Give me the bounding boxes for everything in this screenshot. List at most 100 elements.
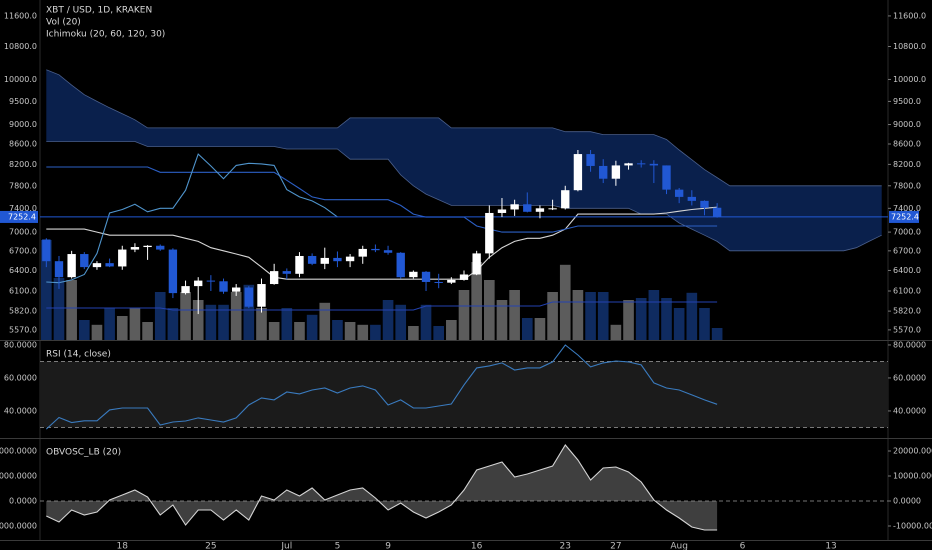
candle-body (130, 247, 140, 250)
volume-bar (243, 284, 255, 340)
volume-bar (673, 308, 685, 340)
candle-body (586, 154, 595, 166)
candle-body (358, 248, 367, 257)
volume-bar (572, 290, 584, 340)
volume-bar (509, 290, 520, 340)
y-tick-label-left: -10000.0000 (0, 522, 37, 531)
volume-bar (306, 314, 318, 340)
y-tick-label-right: 7000.0 (893, 228, 921, 237)
volume-bar (547, 292, 558, 340)
cloud-lower-edge (46, 141, 882, 252)
volume-bar (483, 280, 495, 340)
y-tick-label-left: 9000.0 (9, 120, 37, 129)
y-tick-label-right: 7800.0 (893, 181, 921, 190)
legend: XBT / USD, 1D, KRAKEN Vol (20) Ichimoku … (46, 6, 165, 458)
candle-body (497, 209, 507, 213)
candle-body (421, 271, 431, 282)
y-tick-label-left: 7800.0 (9, 181, 37, 190)
obv-line (46, 444, 718, 531)
y-tick-label-right: 60.0000 (893, 373, 926, 382)
candle-body (67, 254, 76, 278)
y-tick-label-left: 6100.0 (9, 286, 37, 295)
rsi-line (45, 344, 718, 430)
y-tick-label-left: 40.0000 (4, 406, 37, 415)
volume-bar (256, 308, 267, 340)
y-tick-label-left: 8600.0 (9, 139, 37, 148)
y-tick-label-right: 7400.0 (893, 204, 921, 213)
volume-bar (294, 322, 305, 340)
volume-bar (458, 290, 470, 340)
candle-body (674, 189, 684, 197)
obv-title: OBVOSC_LB (20) (46, 448, 121, 458)
indicator-label: Vol (20) (46, 18, 81, 28)
volume-bar (433, 326, 445, 340)
candle-body (295, 255, 304, 274)
base-line (46, 206, 718, 280)
y-tick-label-right: 9500.0 (893, 97, 921, 106)
candle-body (561, 190, 570, 209)
y-tick-label-right: 0.0000 (893, 497, 921, 506)
candle-body (168, 249, 178, 294)
volume-bar (446, 320, 457, 340)
y-tick-label-left: 8200.0 (9, 160, 37, 169)
candle-body (320, 257, 329, 264)
candle-body (611, 165, 621, 179)
indicator-label: Ichimoku (20, 60, 120, 30) (46, 30, 165, 40)
y-tick-label-left: 5570.0 (9, 325, 37, 334)
y-tick-label-right: 80.0000 (893, 340, 926, 349)
candle-body (459, 274, 469, 280)
lagging-span (46, 153, 338, 284)
volume-bar (218, 304, 229, 340)
candle-body (624, 163, 633, 166)
y-tick-label-right: 8600.0 (893, 139, 921, 148)
candle-body (333, 257, 342, 262)
x-tick-label: 6 (740, 542, 746, 550)
candle-body (510, 204, 519, 210)
candle-body (269, 271, 279, 285)
y-tick-label-left: 6400.0 (9, 266, 37, 275)
candle-body (92, 263, 102, 268)
y-tick-label-left: 10000.0000 (0, 472, 37, 481)
volume-bar (471, 262, 482, 340)
volume-bar (623, 300, 634, 340)
y-tick-label-left: 7000.0 (9, 228, 37, 237)
candle-body (447, 279, 456, 283)
y-tick-label-right: 5570.0 (893, 325, 921, 334)
y-tick-label-right: 10000.0000 (893, 472, 932, 481)
y-tick-label-right: 5820.0 (893, 307, 921, 316)
volume-bar (711, 328, 723, 340)
volume-bar (319, 302, 331, 340)
plot-layer: 5570.0 5570.0 5820.0 5820.0 6100.0 6100.0 6400… (0, 11, 932, 550)
volume-bar (167, 308, 179, 340)
y-tick-label-right: 8200.0 (893, 160, 921, 169)
volume-bar (597, 292, 609, 340)
x-tick-label: 5 (335, 542, 341, 550)
volume-bar (382, 300, 394, 340)
conversion-line (46, 166, 718, 233)
y-tick-label-left: 80.0000 (4, 340, 37, 349)
candle-body (409, 271, 418, 278)
candle-body (282, 271, 291, 274)
volume-bar (180, 292, 191, 340)
y-tick-label-right: 10000.0 (893, 75, 926, 84)
candle-body (156, 245, 165, 250)
x-tick-label: 27 (610, 542, 621, 550)
volume-bar (230, 292, 242, 340)
x-tick-label: 23 (560, 542, 571, 550)
last-price-box (889, 210, 919, 223)
y-tick-label-right: 6700.0 (893, 246, 921, 255)
candle-body (194, 280, 203, 287)
y-tick-label-left: 20000.0000 (0, 447, 37, 456)
x-tick-label: 13 (825, 542, 836, 550)
candle-body (687, 196, 696, 201)
volume-bar (344, 322, 356, 340)
volume-bar (154, 292, 166, 340)
volume-bar (420, 304, 432, 340)
y-tick-label-left: 11600.0 (4, 11, 37, 20)
candle-body (472, 253, 481, 275)
volume-bar (521, 318, 533, 340)
volume-bar (534, 318, 546, 340)
y-tick-label-left: 10800.0 (4, 42, 37, 51)
last-price-label: 7252.4 (891, 212, 919, 221)
